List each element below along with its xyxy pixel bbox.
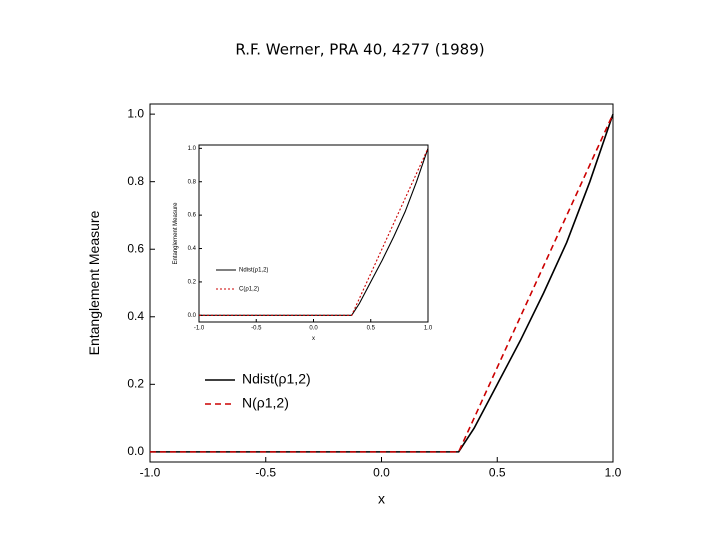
x-axis-label: x [312,336,315,342]
slide-title: R.F. Werner, PRA 40, 4277 (1989) [235,41,484,59]
y-tick-label: 0.4 [188,246,197,252]
y-tick-label: 1.0 [127,106,144,120]
x-tick-label: -1.0 [140,466,161,480]
legend-label: Ndist(ρ1,2) [242,371,311,387]
x-tick-label: 0.0 [373,466,390,480]
x-tick-label: 0.0 [309,325,318,331]
y-tick-label: 0.2 [188,280,197,286]
x-tick-label: 0.5 [489,466,506,480]
y-tick-label: 0.4 [127,309,144,323]
legend-label: C(ρ1,2) [239,287,259,293]
x-tick-label: 1.0 [424,325,433,331]
y-tick-label: 0.8 [127,174,144,188]
x-tick-label: 1.0 [605,466,622,480]
x-axis-label: x [378,491,385,507]
x-tick-label: -0.5 [251,325,262,331]
y-tick-label: 0.6 [127,241,144,255]
x-tick-label: 0.5 [367,325,376,331]
data-line [150,113,614,453]
y-tick-label: 0.0 [127,444,144,458]
y-tick-label: 0.0 [188,313,197,319]
plot-frame [198,144,429,323]
plot: -1.0 -0.5 0.0 0.5 1.0 0.0 0.2 0.4 0.6 0.8 1.0 x Enta… [173,144,433,342]
y-axis-label: Entanglement Measure [86,210,102,355]
y-axis-label: Entanglement Measure [173,202,179,265]
y-tick-label: 0.6 [188,213,197,219]
y-tick-label: 0.8 [188,179,197,185]
x-tick-label: -1.0 [194,325,205,331]
legend-label: N(ρ1,2) [242,395,289,411]
y-tick-label: 1.0 [188,146,197,152]
x-tick-label: -0.5 [255,466,276,480]
data-line [199,148,429,316]
legend-label: Ndist(ρ1,2) [239,268,268,274]
y-tick-label: 0.2 [127,376,144,390]
